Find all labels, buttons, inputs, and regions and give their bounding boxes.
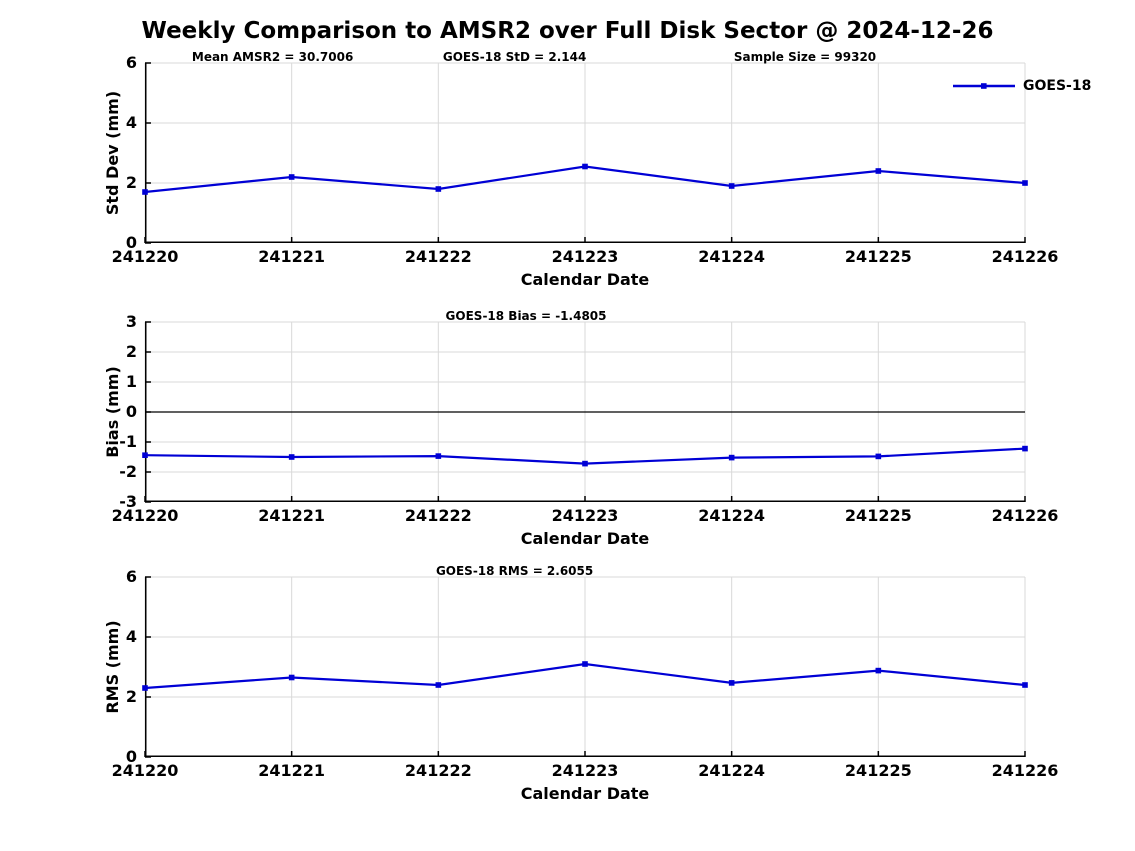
x-tick-label: 241225 <box>844 761 912 780</box>
bias-plot-area <box>142 321 1028 503</box>
x-tick-label: 241221 <box>258 247 326 266</box>
x-tick-label: 241225 <box>844 506 912 525</box>
rms-y-axis-label: RMS (mm) <box>103 620 122 714</box>
x-tick-label: 241224 <box>698 506 766 525</box>
x-tick-label: 241223 <box>551 247 619 266</box>
data-point <box>728 183 735 189</box>
x-tick-label: 241224 <box>698 761 766 780</box>
data-point <box>875 667 882 674</box>
data-point <box>288 174 295 180</box>
y-tick-label: 0 <box>125 233 137 252</box>
data-point <box>142 685 148 691</box>
y-tick-label: 2 <box>125 173 137 192</box>
annotation-text: GOES-18 StD = 2.144 <box>442 50 587 64</box>
x-tick-label: 241220 <box>111 761 179 780</box>
x-tick-label: 241223 <box>551 761 619 780</box>
x-tick-label: 241221 <box>258 506 326 525</box>
stddev-x-axis-label: Calendar Date <box>520 270 650 289</box>
data-point <box>288 674 295 681</box>
data-point <box>142 189 148 195</box>
y-tick-label: 0 <box>125 747 137 766</box>
x-tick-label: 241222 <box>404 506 472 525</box>
x-tick-label: 241222 <box>404 761 472 780</box>
data-point <box>875 453 882 460</box>
stddev-plot-area <box>142 62 1028 244</box>
y-tick-label: 2 <box>125 342 137 361</box>
y-tick-label: 3 <box>125 312 137 331</box>
annotation-text: GOES-18 Bias = -1.4805 <box>445 309 607 323</box>
data-point <box>435 682 442 688</box>
y-tick-label: 1 <box>125 372 137 391</box>
data-point <box>582 163 588 170</box>
y-tick-label: 0 <box>125 402 137 421</box>
figure-title: Weekly Comparison to AMSR2 over Full Dis… <box>141 18 994 44</box>
data-point <box>728 454 735 461</box>
data-point <box>1022 180 1028 186</box>
x-tick-label: 241226 <box>991 506 1059 525</box>
annotation-text: Mean AMSR2 = 30.7006 <box>191 50 354 64</box>
stddev-y-axis-label: Std Dev (mm) <box>103 90 122 216</box>
legend-line-sample <box>953 83 1015 89</box>
rms-x-axis-label: Calendar Date <box>520 784 650 803</box>
data-point <box>875 168 882 174</box>
data-point <box>435 186 442 192</box>
y-tick-label: -2 <box>119 462 137 481</box>
y-tick-label: 4 <box>125 113 137 132</box>
data-point <box>142 452 148 458</box>
y-tick-label: -1 <box>119 432 137 451</box>
rms-plot-area <box>142 576 1028 758</box>
data-point <box>435 453 442 459</box>
y-tick-label: 6 <box>125 53 137 72</box>
x-tick-label: 241224 <box>698 247 766 266</box>
y-tick-label: 6 <box>125 567 137 586</box>
x-tick-label: 241222 <box>404 247 472 266</box>
data-point <box>728 680 735 686</box>
x-tick-label: 241221 <box>258 761 326 780</box>
bias-x-axis-label: Calendar Date <box>520 529 650 548</box>
data-point <box>1022 682 1028 688</box>
legend-label: GOES-18 <box>1023 78 1092 94</box>
y-tick-label: 4 <box>125 627 137 646</box>
x-tick-label: 241220 <box>111 506 179 525</box>
y-tick-label: 2 <box>125 687 137 706</box>
data-point <box>1022 445 1028 452</box>
annotation-text: GOES-18 RMS = 2.6055 <box>435 564 594 578</box>
data-point <box>582 661 588 667</box>
data-point <box>582 460 588 467</box>
x-tick-label: 241220 <box>111 247 179 266</box>
legend-marker-icon <box>981 83 987 89</box>
y-tick-label: -3 <box>119 492 137 511</box>
x-tick-label: 241223 <box>551 506 619 525</box>
annotation-text: Sample Size = 99320 <box>733 50 877 64</box>
x-tick-label: 241225 <box>844 247 912 266</box>
x-tick-label: 241226 <box>991 761 1059 780</box>
data-point <box>288 454 295 460</box>
x-tick-label: 241226 <box>991 247 1059 266</box>
legend: GOES-18 <box>953 78 1091 94</box>
